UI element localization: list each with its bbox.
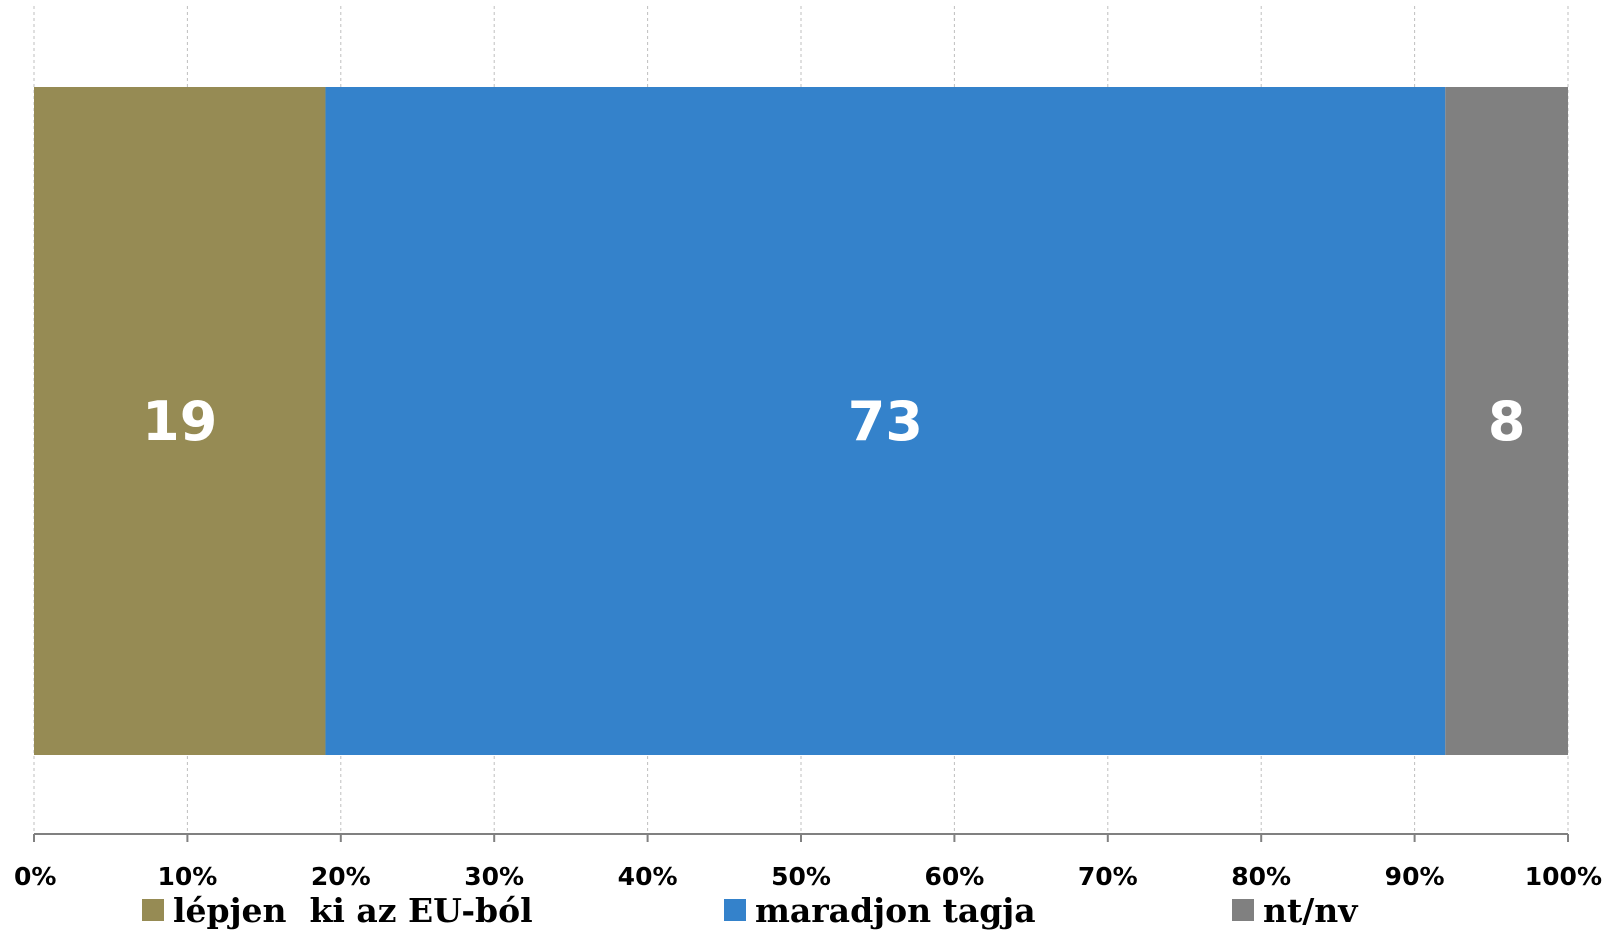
data-labels: 19 73 8 [142,390,1525,453]
bar-segment [34,87,326,755]
x-tick-label: 0% [14,862,56,891]
x-tick-label: 30% [464,862,524,891]
x-tick-label: 50% [771,862,831,891]
bar-segment [325,87,1446,755]
legend-swatch-leave [142,899,164,921]
legend-item-dont-know: nt/nv [1232,888,1357,932]
legend-item-stay: maradjon tagja [724,888,1036,932]
bar-segment [1445,87,1568,755]
x-axis: 0% 10% 20% 30% 40% 50% 60% 70% 80% 90% 100% [14,833,1602,891]
x-tick-label: 40% [618,862,678,891]
x-tick-label: 90% [1385,862,1445,891]
data-label: 8 [1488,390,1526,453]
legend-label-stay: maradjon tagja [755,890,1036,930]
x-tick-label: 100% [1525,862,1602,891]
x-tick-label: 60% [924,862,984,891]
x-tick-label: 70% [1078,862,1138,891]
legend-swatch-stay [724,899,746,921]
legend: lépjen ki az EU-ból maradjon tagja nt/nv [0,888,1610,938]
x-tick-label: 20% [311,862,371,891]
legend-label-leave: lépjen ki az EU-ból [173,890,533,930]
legend-swatch-dont-know [1232,899,1254,921]
data-label: 19 [142,390,217,453]
x-tick-label: 80% [1231,862,1291,891]
data-label: 73 [848,390,923,453]
legend-item-leave: lépjen ki az EU-ból [142,888,533,932]
legend-label-dont-know: nt/nv [1263,890,1358,930]
x-tick-label: 10% [157,862,217,891]
bar-segments [34,87,1568,755]
